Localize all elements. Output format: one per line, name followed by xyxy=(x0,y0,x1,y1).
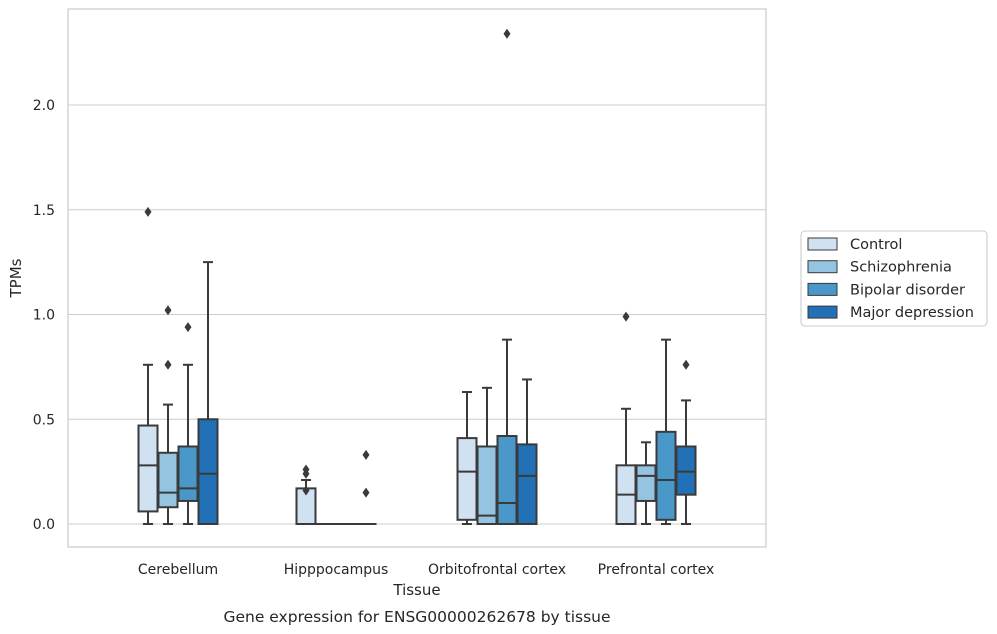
box-group xyxy=(197,261,219,525)
outlier-point xyxy=(144,206,152,217)
box xyxy=(197,418,219,525)
box-group xyxy=(655,338,677,525)
box-group xyxy=(635,441,657,525)
outlier-point xyxy=(362,449,370,460)
box-group xyxy=(675,359,697,525)
y-axis-title: TPMs xyxy=(7,258,25,298)
box-group xyxy=(476,386,498,525)
legend-label: Control xyxy=(850,237,902,253)
x-axis-title: Tissue xyxy=(392,581,440,599)
plot-frame xyxy=(67,8,767,548)
box-groups xyxy=(137,28,697,526)
outlier-point xyxy=(164,305,172,316)
box xyxy=(635,464,657,502)
box-group xyxy=(137,206,159,525)
box-group xyxy=(157,305,179,525)
y-tick-labels: 0.0 0.5 1.0 1.5 2.0 xyxy=(33,98,55,533)
y-tick-label: 2.0 xyxy=(33,98,55,114)
legend-swatch xyxy=(807,237,838,251)
outlier-point xyxy=(682,359,690,370)
box xyxy=(476,445,498,525)
box xyxy=(177,445,199,502)
y-tick-label: 0.0 xyxy=(33,517,55,533)
outlier-point xyxy=(622,311,630,322)
legend-label: Major depression xyxy=(850,305,974,321)
box-group xyxy=(177,322,199,525)
legend-swatch xyxy=(807,305,838,319)
x-tick-label: Prefrontal cortex xyxy=(598,562,715,578)
box xyxy=(655,430,677,521)
box-group xyxy=(355,449,377,526)
outlier-point xyxy=(302,485,310,496)
outlier-point xyxy=(362,487,370,498)
box-group xyxy=(516,378,538,526)
box-group xyxy=(456,391,478,525)
y-tick-label: 1.5 xyxy=(33,203,55,219)
outlier-point xyxy=(503,28,511,39)
outlier-point xyxy=(302,468,310,479)
box-group xyxy=(496,28,518,526)
legend-swatch xyxy=(807,260,838,274)
box xyxy=(157,451,179,509)
x-tick-label: Cerebellum xyxy=(138,562,218,578)
y-tick-label: 1.0 xyxy=(33,308,55,324)
x-tick-label: Hipppocampus xyxy=(284,562,389,578)
box-group xyxy=(295,464,317,526)
legend: Control Schizophrenia Bipolar disorder Majo… xyxy=(800,230,988,327)
box xyxy=(137,424,159,513)
legend-label: Bipolar disorder xyxy=(850,282,965,298)
x-tick-labels: Cerebellum Hipppocampus Orbitofrontal cort… xyxy=(138,562,714,578)
x-tick-label: Orbitofrontal cortex xyxy=(428,562,566,578)
box xyxy=(675,445,697,496)
legend-frame xyxy=(800,230,988,327)
box xyxy=(496,435,518,526)
outlier-point xyxy=(164,359,172,370)
legend-label: Schizophrenia xyxy=(850,260,952,276)
box xyxy=(516,443,538,526)
box-group xyxy=(615,311,637,525)
outlier-point xyxy=(184,322,192,333)
figure-caption: Gene expression for ENSG00000262678 by t… xyxy=(223,608,610,626)
y-tick-label: 0.5 xyxy=(33,412,55,428)
box xyxy=(456,437,478,521)
legend-swatch xyxy=(807,282,838,296)
